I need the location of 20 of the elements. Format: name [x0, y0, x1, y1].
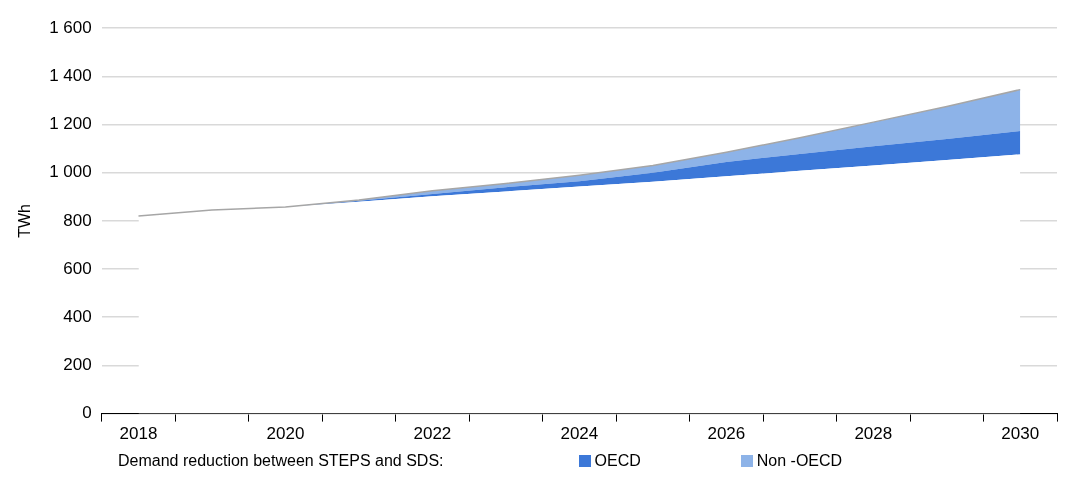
x-tick-label: 2026 [707, 424, 746, 444]
y-tick-label: 200 [63, 355, 92, 375]
x-tick-label: 2028 [854, 424, 893, 444]
y-tick-label: 1 400 [49, 66, 92, 86]
y-axis-title: TWh [16, 204, 34, 238]
legend-title: Demand reduction between STEPS and SDS: [118, 452, 444, 470]
y-tick-label: 0 [82, 403, 92, 423]
y-tick-label: 1 600 [49, 17, 92, 37]
x-tick-label: 2022 [413, 424, 452, 444]
y-tick-label: 400 [63, 306, 92, 326]
x-tick-label: 2020 [266, 424, 305, 444]
legend-label: OECD [594, 452, 641, 470]
x-tick-label: 2018 [119, 424, 158, 444]
legend-label: Non -OECD [756, 452, 843, 470]
y-tick-label: 800 [63, 210, 92, 230]
y-tick-label: 1 200 [49, 114, 92, 134]
y-tick-label: 1 000 [49, 162, 92, 182]
x-tick-label: 2024 [560, 424, 599, 444]
x-tick-label: 2030 [1001, 424, 1040, 444]
y-tick-label: 600 [63, 258, 92, 278]
